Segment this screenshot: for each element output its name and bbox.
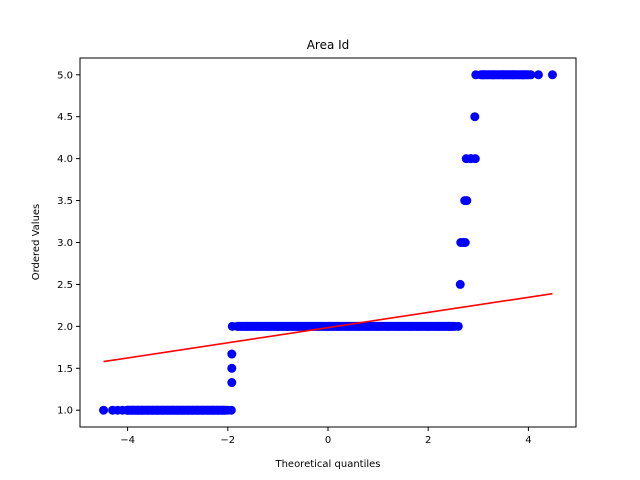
data-point-69 (526, 70, 536, 80)
data-point-50 (433, 321, 443, 331)
fit-line (103, 292, 553, 363)
y-tick-label-1: 1.5 (57, 364, 73, 375)
data-point-49 (423, 321, 433, 331)
data-point-45 (383, 321, 393, 331)
data-point-67 (508, 70, 518, 80)
data-point-62 (470, 112, 480, 122)
y-tick-label-3: 2.5 (57, 280, 73, 291)
data-point-65 (488, 70, 498, 80)
data-point-68 (518, 70, 528, 80)
data-point-66 (498, 70, 508, 80)
data-point-56 (460, 238, 470, 247)
x-axis-ticks: −4 −2 0 2 4 (120, 427, 532, 446)
y-tick-label-4: 3.0 (57, 238, 73, 249)
x-tick-label-1: −2 (220, 435, 235, 446)
data-point-61 (470, 154, 480, 164)
data-point-41 (343, 321, 353, 331)
y-tick-label-2: 2.0 (57, 322, 73, 333)
data-point-30 (233, 321, 243, 331)
y-axis-ticks: 1.0 1.5 2.0 2.5 3.0 3.5 4.0 4.5 5.0 (57, 70, 80, 417)
data-point-26 (227, 378, 237, 388)
data-point-48 (413, 321, 423, 331)
x-tick-label-4: 4 (525, 435, 531, 446)
data-point-37 (303, 321, 313, 331)
y-tick-label-0: 1.0 (57, 406, 73, 417)
data-points (99, 70, 557, 415)
data-point-33 (263, 321, 273, 331)
data-point-53 (455, 279, 465, 289)
data-point-44 (373, 321, 383, 331)
data-point-71 (547, 70, 557, 80)
x-tick-label-2: 0 (325, 435, 331, 446)
data-point-47 (403, 321, 413, 331)
data-point-43 (363, 321, 373, 331)
y-tick-label-8: 5.0 (57, 70, 73, 81)
data-point-51 (443, 321, 453, 331)
data-point-32 (253, 321, 263, 331)
data-point-36 (293, 321, 303, 331)
data-point-64 (478, 70, 488, 80)
x-tick-label-3: 2 (425, 435, 431, 446)
data-point-46 (393, 321, 403, 331)
data-point-70 (533, 70, 543, 80)
data-point-35 (283, 321, 293, 331)
chart-title: Area Id (307, 38, 350, 52)
y-tick-label-6: 4.0 (57, 154, 73, 165)
data-point-31 (243, 321, 253, 331)
data-point-27 (227, 363, 237, 373)
x-tick-label-0: −4 (120, 435, 135, 446)
plot-area (99, 70, 557, 415)
data-point-34 (273, 321, 283, 331)
y-tick-label-5: 3.5 (57, 196, 73, 207)
x-axis-label: Theoretical quantiles (274, 459, 380, 470)
data-point-52 (453, 321, 463, 331)
data-point-63 (471, 70, 481, 80)
y-tick-label-7: 4.5 (57, 112, 73, 123)
fit-line-layer (103, 292, 553, 363)
data-point-0 (99, 405, 109, 415)
data-point-25 (226, 405, 236, 415)
data-point-28 (227, 349, 237, 359)
data-point-58 (462, 196, 472, 206)
y-axis-label: Ordered Values (31, 204, 42, 281)
